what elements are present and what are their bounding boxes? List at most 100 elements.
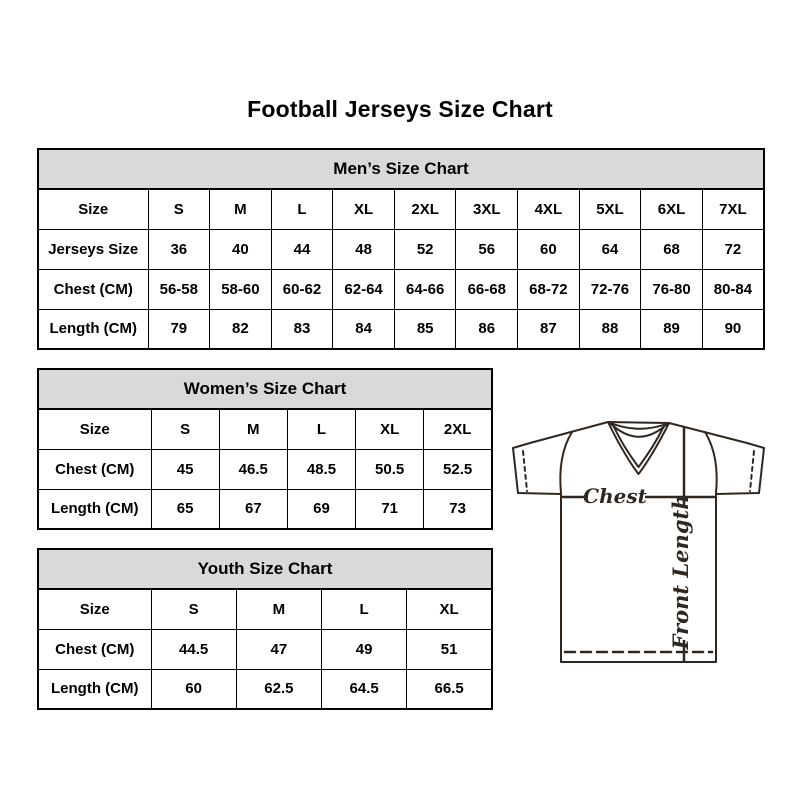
value-cell: 72-76 bbox=[578, 268, 642, 310]
value-cell: S bbox=[147, 188, 211, 230]
value-cell: 80-84 bbox=[701, 268, 765, 310]
table-header: Men’s Size Chart bbox=[37, 148, 765, 190]
value-cell: 66.5 bbox=[406, 668, 493, 710]
table-row: Length (CM) 60 62.5 64.5 66.5 bbox=[37, 668, 493, 710]
row-label-cell: Chest (CM) bbox=[37, 448, 152, 490]
value-cell: 79 bbox=[147, 308, 211, 350]
value-cell: 51 bbox=[406, 628, 493, 670]
chest-label: Chest bbox=[583, 484, 647, 508]
value-cell: L bbox=[286, 408, 357, 450]
value-cell: S bbox=[150, 408, 220, 450]
table-row: Chest (CM) 44.5 47 49 51 bbox=[37, 628, 493, 670]
table-row: Chest (CM) 56-58 58-60 60-62 62-64 64-66 66-68… bbox=[37, 268, 765, 310]
jersey-outline bbox=[512, 421, 765, 663]
value-cell: 40 bbox=[209, 228, 272, 270]
value-cell: L bbox=[270, 188, 334, 230]
table-header: Youth Size Chart bbox=[37, 548, 493, 590]
value-cell: 88 bbox=[578, 308, 642, 350]
row-label-cell: Size bbox=[37, 188, 149, 230]
table-row: Size S M L XL bbox=[37, 588, 493, 630]
value-cell: 65 bbox=[150, 488, 220, 530]
value-cell: 48.5 bbox=[286, 448, 357, 490]
value-cell: 82 bbox=[209, 308, 272, 350]
value-cell: 67 bbox=[218, 488, 288, 530]
value-cell: 56 bbox=[455, 228, 519, 270]
value-cell: 64.5 bbox=[320, 668, 408, 710]
value-cell: 46.5 bbox=[218, 448, 288, 490]
value-cell: 83 bbox=[270, 308, 334, 350]
row-label-cell: Length (CM) bbox=[37, 668, 152, 710]
value-cell: 64 bbox=[578, 228, 642, 270]
value-cell: 71 bbox=[355, 488, 425, 530]
jersey-measurement-diagram: Chest Front Length bbox=[505, 400, 775, 680]
value-cell: 60-62 bbox=[270, 268, 334, 310]
left-armhole-seam bbox=[559, 431, 573, 494]
value-cell: 7XL bbox=[701, 188, 765, 230]
front-length-label: Front Length bbox=[668, 495, 693, 651]
row-label-cell: Jerseys Size bbox=[37, 228, 149, 270]
value-cell: 4XL bbox=[517, 188, 580, 230]
value-cell: 58-60 bbox=[209, 268, 272, 310]
value-cell: M bbox=[235, 588, 323, 630]
value-cell: 50.5 bbox=[355, 448, 425, 490]
value-cell: 68 bbox=[640, 228, 703, 270]
value-cell: XL bbox=[406, 588, 493, 630]
table-header: Women’s Size Chart bbox=[37, 368, 493, 410]
mens-size-table: Men’s Size Chart Size S M L XL 2XL 3XL 4XL 5XL 6XL… bbox=[37, 148, 765, 350]
value-cell: 5XL bbox=[578, 188, 642, 230]
table-row: Size S M L XL 2XL 3XL 4XL 5XL 6XL 7XL bbox=[37, 188, 765, 230]
value-cell: 49 bbox=[320, 628, 408, 670]
value-cell: XL bbox=[332, 188, 395, 230]
value-cell: 73 bbox=[423, 488, 493, 530]
value-cell: M bbox=[209, 188, 272, 230]
row-label-cell: Chest (CM) bbox=[37, 268, 149, 310]
row-label-cell: Size bbox=[37, 588, 152, 630]
womens-size-table: Women’s Size Chart Size S M L XL 2XL Chest (CM)… bbox=[37, 368, 493, 530]
value-cell: 44 bbox=[270, 228, 334, 270]
value-cell: 6XL bbox=[640, 188, 703, 230]
value-cell: 2XL bbox=[423, 408, 493, 450]
value-cell: 68-72 bbox=[517, 268, 580, 310]
left-sleeve-hem-dashes bbox=[522, 450, 528, 492]
value-cell: 66-68 bbox=[455, 268, 519, 310]
table-row: Chest (CM) 45 46.5 48.5 50.5 52.5 bbox=[37, 448, 493, 490]
value-cell: 62-64 bbox=[332, 268, 395, 310]
value-cell: 48 bbox=[332, 228, 395, 270]
youth-size-table: Youth Size Chart Size S M L XL Chest (CM) 44.5 4… bbox=[37, 548, 493, 710]
value-cell: 47 bbox=[235, 628, 323, 670]
row-label-cell: Length (CM) bbox=[37, 488, 152, 530]
value-cell: 2XL bbox=[393, 188, 457, 230]
value-cell: 69 bbox=[286, 488, 357, 530]
value-cell: 44.5 bbox=[150, 628, 237, 670]
value-cell: S bbox=[150, 588, 237, 630]
value-cell: 45 bbox=[150, 448, 220, 490]
value-cell: 86 bbox=[455, 308, 519, 350]
value-cell: 56-58 bbox=[147, 268, 211, 310]
value-cell: 72 bbox=[701, 228, 765, 270]
value-cell: 87 bbox=[517, 308, 580, 350]
table-row: Jerseys Size 36 40 44 48 52 56 60 64 68 72 bbox=[37, 228, 765, 270]
right-sleeve-hem-dashes bbox=[749, 450, 755, 492]
value-cell: M bbox=[218, 408, 288, 450]
page-title: Football Jerseys Size Chart bbox=[247, 96, 553, 122]
value-cell: 85 bbox=[393, 308, 457, 350]
right-armhole-seam bbox=[704, 431, 718, 494]
row-label-cell: Length (CM) bbox=[37, 308, 149, 350]
value-cell: 62.5 bbox=[235, 668, 323, 710]
value-cell: L bbox=[320, 588, 408, 630]
row-label-cell: Chest (CM) bbox=[37, 628, 152, 670]
value-cell: 76-80 bbox=[640, 268, 703, 310]
table-row: Length (CM) 79 82 83 84 85 86 87 88 89 90 bbox=[37, 308, 765, 350]
value-cell: 89 bbox=[640, 308, 703, 350]
value-cell: 60 bbox=[150, 668, 237, 710]
value-cell: XL bbox=[355, 408, 425, 450]
value-cell: 60 bbox=[517, 228, 580, 270]
value-cell: 52 bbox=[393, 228, 457, 270]
value-cell: 3XL bbox=[455, 188, 519, 230]
row-label-cell: Size bbox=[37, 408, 152, 450]
value-cell: 84 bbox=[332, 308, 395, 350]
value-cell: 90 bbox=[701, 308, 765, 350]
jersey-illustration: Chest Front Length bbox=[512, 421, 765, 663]
table-row: Length (CM) 65 67 69 71 73 bbox=[37, 488, 493, 530]
